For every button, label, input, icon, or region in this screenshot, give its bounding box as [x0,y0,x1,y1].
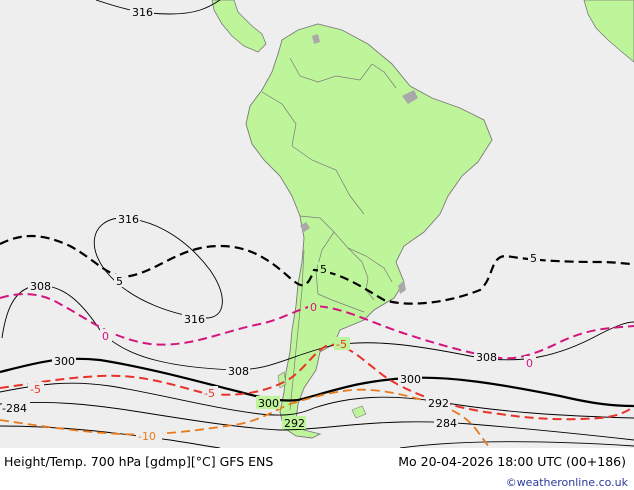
label-h308-mid: 308 [228,365,249,378]
label-h300-mid: 300 [258,397,279,410]
country-borders [261,57,397,411]
map-canvas: 316 316 316 308 308 308 300 300 300 292 … [0,0,634,448]
contour-308 [1,285,634,371]
label-h308-left: 308 [30,280,51,293]
label-h284-left: -284 [2,402,27,415]
isotherm-neg5 [0,343,634,421]
label-t5-mid: 5 [320,263,327,276]
map-title: Height/Temp. 700 hPa [gdmp][°C] GFS ENS [4,454,274,469]
lake-maracaibo [312,34,320,44]
label-h316-low: 316 [184,313,205,326]
central-america-land [211,0,267,53]
contour-300 [0,357,634,408]
label-h300-left: 300 [54,355,75,368]
credit-link[interactable]: ©weatheronline.co.uk [505,476,628,489]
label-t0-right: 0 [526,357,533,370]
contour-labels: 316 316 316 308 308 308 300 300 300 292 … [2,5,540,443]
lake-titicaca [300,222,310,232]
isotherm-neg10 [0,388,491,448]
label-h284-right: 284 [436,417,457,430]
label-t0-mid: 0 [310,301,317,314]
falkland-islands [351,405,367,419]
label-h292-right: 292 [428,397,449,410]
valid-time: Mo 20-04-2026 18:00 UTC (00+186) [398,454,626,469]
label-tm5-mid: -5 [204,387,215,400]
label-tm5-right: -5 [336,338,347,351]
amazon-delta [402,90,418,104]
label-tm10: -10 [138,430,156,443]
label-h308-right: 308 [476,351,497,364]
lagoa-dos-patos [398,280,406,294]
map-footer: Height/Temp. 700 hPa [gdmp][°C] GFS ENS … [0,448,634,490]
label-t5-left: 5 [116,275,123,288]
contour-292 [0,382,634,419]
contour-284 [0,401,634,441]
label-h300-right: 300 [400,373,421,386]
contour-316-top [95,0,221,15]
height-contours [0,0,634,448]
south-america-land [245,23,493,439]
africa-land [583,0,634,63]
label-h292-mid: 292 [284,417,305,430]
label-tm5-left: -5 [30,383,41,396]
label-h316-top: 316 [132,6,153,19]
label-t0-left: 0 [102,330,109,343]
label-t5-right: 5 [530,252,537,265]
label-h316-mid: 316 [118,213,139,226]
